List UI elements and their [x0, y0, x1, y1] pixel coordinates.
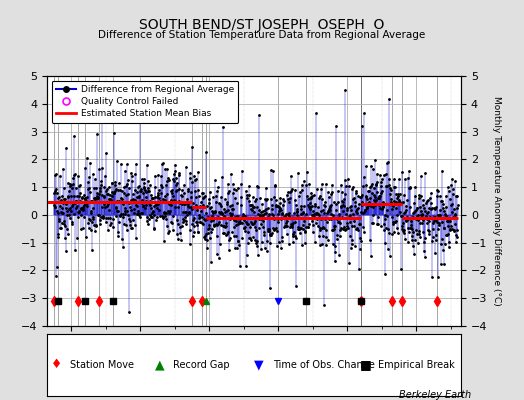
- Text: ▼: ▼: [254, 358, 264, 372]
- Legend: Difference from Regional Average, Quality Control Failed, Estimated Station Mean: Difference from Regional Average, Qualit…: [52, 80, 238, 123]
- Text: Berkeley Earth: Berkeley Earth: [399, 390, 472, 400]
- Text: Record Gap: Record Gap: [173, 360, 230, 370]
- Text: ■: ■: [359, 358, 372, 372]
- Text: Difference of Station Temperature Data from Regional Average: Difference of Station Temperature Data f…: [99, 30, 425, 40]
- Text: Station Move: Station Move: [70, 360, 134, 370]
- Text: ▲: ▲: [155, 358, 165, 372]
- Text: Time of Obs. Change: Time of Obs. Change: [273, 360, 375, 370]
- Text: Empirical Break: Empirical Break: [378, 360, 455, 370]
- Text: SOUTH BEND/ST JOSEPH  OSEPH  O: SOUTH BEND/ST JOSEPH OSEPH O: [139, 18, 385, 32]
- Text: ♦: ♦: [51, 358, 62, 372]
- Y-axis label: Monthly Temperature Anomaly Difference (°C): Monthly Temperature Anomaly Difference (…: [492, 96, 501, 306]
